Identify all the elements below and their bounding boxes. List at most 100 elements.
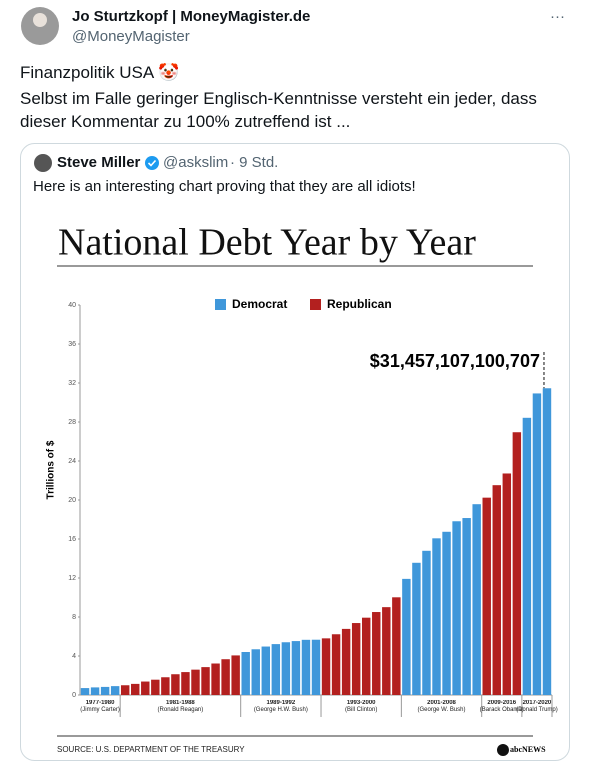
group-text: 1989-1992 (George H.W. Bush) [235, 700, 327, 714]
bar [110, 686, 120, 695]
bar [351, 623, 361, 695]
bar [432, 538, 441, 695]
group-label: 2009-2016 [487, 700, 517, 706]
group-label: 1993-2000(Bill Clinton) [315, 700, 407, 714]
group-note: (Bill Clinton) [345, 707, 378, 713]
bar [482, 497, 491, 695]
verified-badge [145, 156, 159, 170]
bar [291, 641, 301, 695]
group-label: 1977-1980 [85, 700, 115, 706]
y-tick-label: 24 [68, 458, 76, 465]
menu[interactable]: ··· [550, 8, 565, 25]
bar [422, 550, 431, 695]
group-note: (Jimmy Carter) [80, 707, 120, 713]
y-tick-label: 28 [68, 419, 76, 426]
bar [231, 655, 240, 695]
bar [492, 485, 501, 695]
y-tick-label: 20 [68, 497, 76, 504]
bar [442, 531, 451, 695]
group-note: (Donald Trump) [516, 707, 558, 713]
bar [452, 521, 461, 695]
bar [311, 639, 321, 695]
bar [161, 677, 170, 695]
legend-label: Republican [327, 297, 392, 311]
bar [171, 674, 180, 695]
tweet-line: Finanzpolitik USA 🤡 [20, 63, 180, 82]
group-label: 1989-1992(George H.W. Bush) [235, 700, 327, 714]
bar [271, 644, 281, 695]
bar [462, 518, 471, 695]
bar [191, 669, 200, 695]
chart-title: National Debt Year by Year [58, 222, 476, 264]
bar [211, 663, 220, 695]
bar [542, 388, 552, 695]
tweet-text: Selbst im Falle geringer Englisch-Kenntn… [20, 89, 537, 131]
y-tick-label: 4 [72, 653, 76, 660]
bar [522, 417, 532, 695]
y-tick-label: 32 [68, 380, 76, 387]
y-tick-label: 36 [68, 341, 76, 348]
author[interactable]: Jo Sturtzkopf | MoneyMagister.de [72, 8, 311, 25]
bar [392, 597, 401, 695]
group-text: 2001-2008 (George W. Bush) [395, 700, 487, 714]
group-note: (George W. Bush) [417, 707, 466, 713]
avatar-face [33, 13, 47, 27]
bar [141, 681, 150, 695]
bar [120, 685, 130, 695]
bar [100, 686, 110, 695]
bar [151, 679, 160, 695]
bar [472, 504, 481, 695]
bar [331, 634, 341, 695]
group-text: 2009-2016 (Barack Obama) [476, 700, 528, 714]
bar [321, 638, 331, 695]
bar [181, 672, 190, 695]
legend-swatch [310, 299, 321, 310]
bar [361, 617, 371, 695]
bar [80, 688, 90, 695]
group-label: 2017-2020 [522, 700, 552, 706]
y-axis-label: Trillions of $ [46, 440, 57, 499]
group-text: 1993-2000 (Bill Clinton) [315, 700, 407, 714]
quote-box[interactable] [20, 143, 570, 761]
bar [341, 628, 351, 695]
group-note: (George H.W. Bush) [253, 707, 308, 713]
group-label: 1981-1988 [166, 700, 195, 706]
logo-disc [497, 744, 509, 756]
bar [402, 578, 411, 695]
bar [131, 683, 140, 695]
bar [201, 667, 210, 695]
group-label: 1981-1988(Ronald Reagan) [157, 700, 204, 713]
handle[interactable]: @MoneyMagister [72, 28, 190, 45]
bar [221, 659, 230, 695]
quote-text: Here is an interesting chart proving tha… [33, 178, 416, 195]
logo: abcNEWS [510, 745, 546, 754]
bar [90, 687, 100, 695]
quote-author[interactable]: Steve Miller [57, 154, 141, 171]
group-label: 2001-2008(George W. Bush) [395, 700, 487, 714]
group-text: 2017-2020 (Donald Trump) [516, 700, 558, 714]
legend-label: Democrat [232, 297, 287, 311]
group-label: 2009-2016(Barack Obama) [476, 700, 528, 714]
bar [261, 646, 271, 695]
bar [512, 432, 522, 695]
bar [281, 642, 291, 695]
y-tick-label: 16 [68, 536, 76, 543]
legend-swatch [215, 299, 226, 310]
source: SOURCE: U.S. DEPARTMENT OF THE TREASURY [57, 745, 245, 754]
group-label: 2001-2008 [427, 700, 456, 706]
group-text: 1977-1980 (Jimmy Carter) [74, 700, 126, 714]
group-note: (Ronald Reagan) [157, 707, 204, 713]
group-note: (Barack Obama) [479, 707, 524, 713]
group-label: 2017-2020(Donald Trump) [516, 700, 558, 714]
quote-avatar[interactable] [34, 154, 52, 172]
bar [502, 473, 512, 695]
bar [301, 639, 311, 695]
group-label: 1993-2000 [346, 700, 376, 706]
verified-check [147, 159, 157, 167]
y-tick-label: 8 [72, 614, 76, 621]
group-label: 1989-1992 [266, 700, 296, 706]
quote-handle[interactable]: @askslim [163, 154, 229, 171]
bar [241, 652, 250, 695]
